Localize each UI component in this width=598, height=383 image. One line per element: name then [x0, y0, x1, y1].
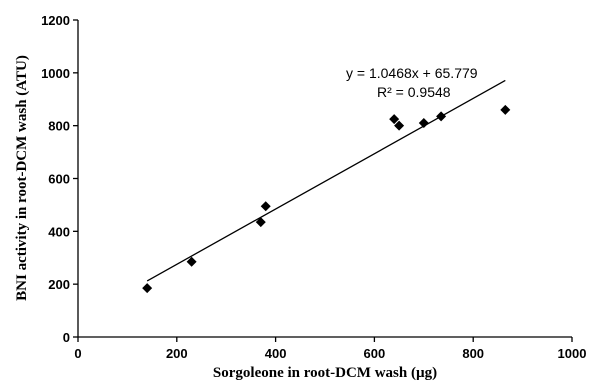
data-points	[142, 104, 511, 294]
data-point	[394, 120, 405, 131]
data-point	[389, 114, 400, 125]
x-tick-label: 400	[265, 346, 287, 361]
x-tick-label: 800	[462, 346, 484, 361]
y-tick-label: 800	[48, 119, 70, 134]
x-axis-title: Sorgoleone in root-DCM wash (µg)	[213, 365, 437, 381]
axes	[77, 20, 572, 338]
x-tick-label: 1000	[558, 346, 587, 361]
data-point	[418, 118, 429, 129]
r-squared-label: R² = 0.9548	[377, 84, 451, 100]
trendline-equation: y = 1.0468x + 65.779	[346, 65, 478, 81]
data-point	[142, 283, 153, 294]
data-point	[186, 256, 197, 267]
trendline-group	[146, 79, 506, 282]
data-point	[436, 111, 447, 122]
data-point	[260, 201, 271, 212]
y-tick-label: 1200	[41, 13, 70, 28]
y-tick-label: 200	[48, 277, 70, 292]
y-tick-label: 0	[63, 330, 70, 345]
y-axis-title: BNI activity in root-DCM wash (ATU)	[14, 55, 30, 301]
trendline	[146, 79, 506, 282]
y-tick-label: 600	[48, 172, 70, 187]
y-tick-label: 1000	[41, 66, 70, 81]
x-tick-label: 0	[74, 346, 81, 361]
x-tick-label: 200	[166, 346, 188, 361]
axis-ticks: 0 200 400 600 800 1000 0 200 400 600 800 1000 1200	[41, 13, 586, 361]
x-tick-label: 600	[364, 346, 386, 361]
y-tick-label: 400	[48, 224, 70, 239]
data-point	[255, 217, 266, 228]
data-point	[500, 104, 511, 115]
